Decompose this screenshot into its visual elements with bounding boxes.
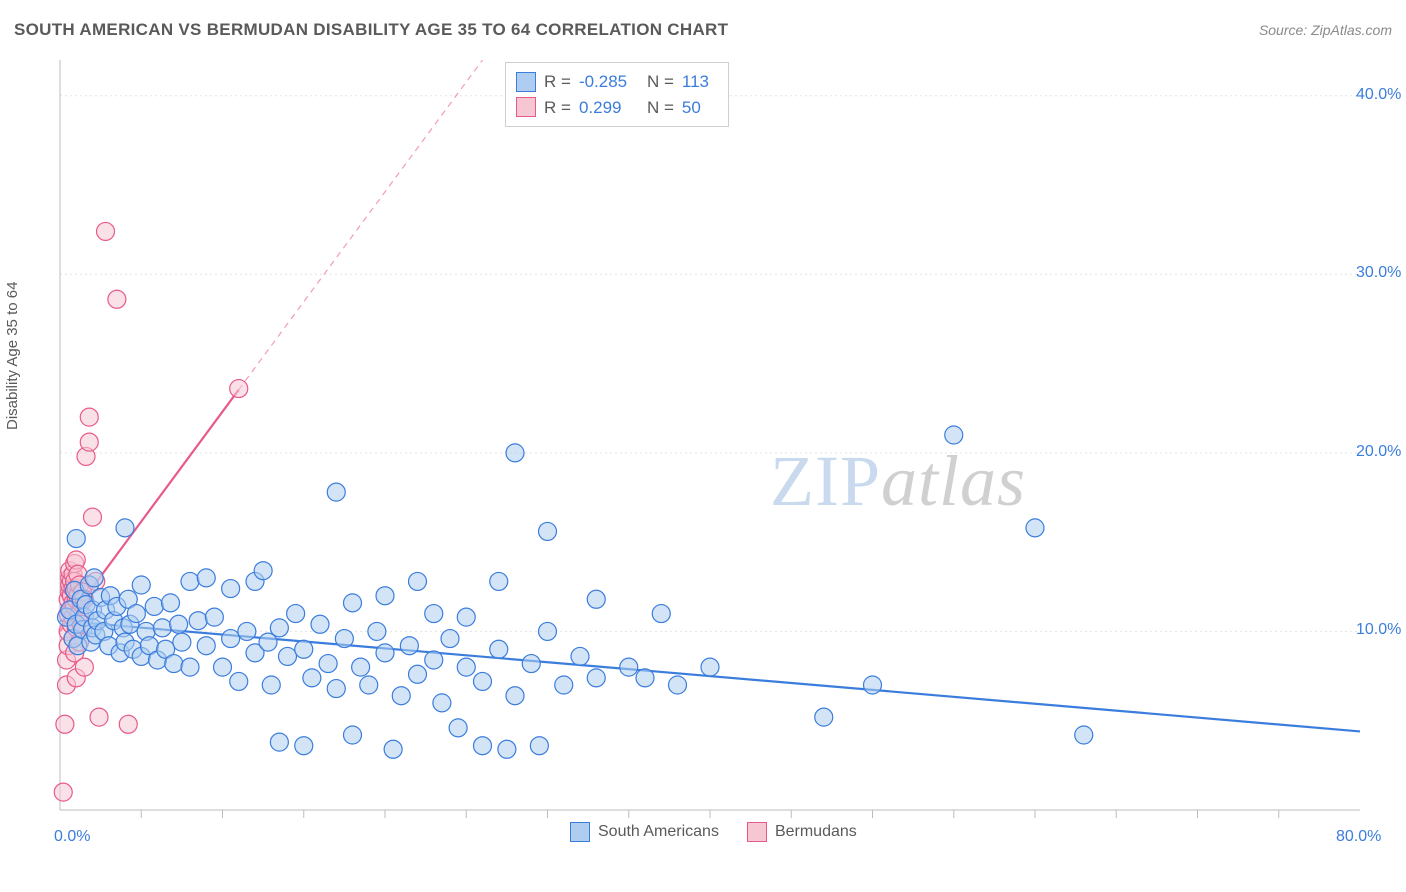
chart-title: SOUTH AMERICAN VS BERMUDAN DISABILITY AG… [14, 20, 728, 39]
series-swatch [516, 72, 536, 92]
stats-row: R = 0.299 N = 50 [516, 95, 716, 121]
n-label: N = [647, 95, 674, 121]
legend-item: South Americans [570, 822, 719, 842]
r-value: 0.299 [579, 95, 639, 121]
series-swatch [516, 97, 536, 117]
x-tick-label: 0.0% [54, 828, 90, 846]
r-label: R = [544, 69, 571, 95]
legend-label: Bermudans [775, 823, 857, 841]
y-tick-label: 10.0% [1356, 621, 1392, 639]
x-tick-label: 80.0% [1336, 828, 1381, 846]
series-legend: South Americans Bermudans [570, 822, 857, 842]
y-tick-label: 30.0% [1356, 264, 1392, 282]
chart-area: ZIPatlas R =-0.285N =113R = 0.299N =50 S… [50, 60, 1390, 840]
n-value: 113 [682, 69, 716, 95]
source-attribution: Source: ZipAtlas.com [1259, 22, 1392, 38]
legend-label: South Americans [598, 823, 719, 841]
n-label: N = [647, 69, 674, 95]
stats-row: R = -0.285 N = 113 [516, 69, 716, 95]
y-tick-label: 20.0% [1356, 443, 1392, 461]
correlation-stats-box: R = -0.285 N = 113 R = 0.299 N = 50 [505, 62, 729, 127]
legend-item: Bermudans [747, 822, 857, 842]
r-value: -0.285 [579, 69, 639, 95]
n-value: 50 [682, 95, 716, 121]
legend-swatch [747, 822, 767, 842]
y-axis-label: Disability Age 35 to 64 [4, 282, 21, 430]
legend-swatch [570, 822, 590, 842]
scatter-plot-svg [50, 60, 1406, 870]
y-tick-label: 40.0% [1356, 86, 1392, 104]
r-label: R = [544, 95, 571, 121]
